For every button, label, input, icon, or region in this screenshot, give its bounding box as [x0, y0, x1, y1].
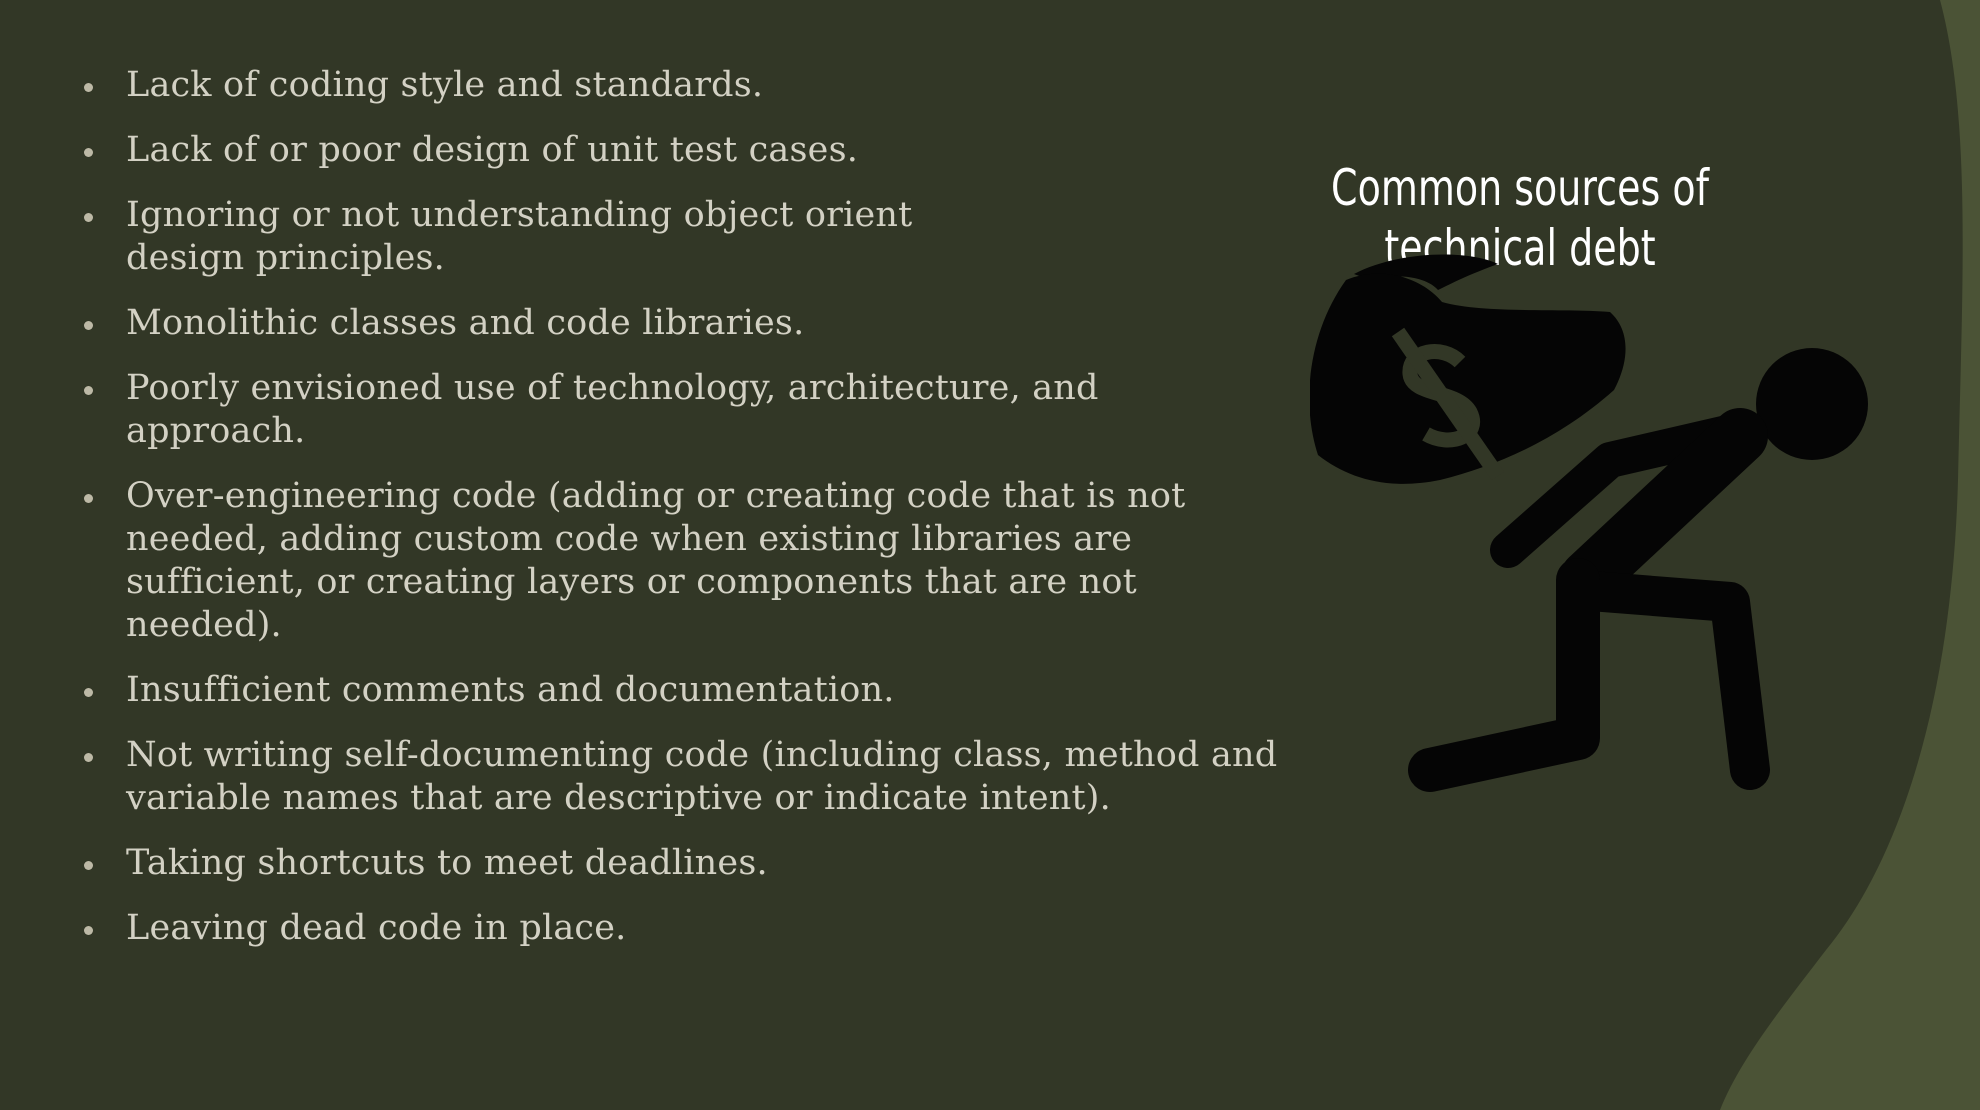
bullet-dot — [84, 753, 93, 762]
bullet-text: Lack of coding style and standards. — [126, 65, 764, 105]
bullet-dot — [84, 861, 93, 870]
bullet-text: Monolithic classes and code libraries. — [126, 303, 805, 343]
bullet-item: Leaving dead code in place. — [78, 907, 1278, 950]
bullet-item: Poorly envisioned use of technology, arc… — [78, 367, 1246, 453]
bullet-text: Leaving dead code in place. — [126, 908, 627, 948]
bullet-dot — [84, 494, 93, 503]
torso — [1560, 408, 1768, 606]
head — [1756, 348, 1868, 460]
bullet-dot — [84, 386, 93, 395]
bullet-text: Over-engineering code (adding or creatin… — [126, 476, 1186, 645]
money-bag-body — [1310, 273, 1626, 484]
bullet-text: Lack of or poor design of unit test case… — [126, 130, 859, 170]
dollar-sign-icon — [1391, 327, 1505, 481]
bullet-item: Not writing self-documenting code (inclu… — [78, 734, 1306, 820]
bullet-text: Taking shortcuts to meet deadlines. — [126, 843, 768, 883]
back-leg — [1408, 558, 1600, 792]
bullet-text: Not writing self-documenting code (inclu… — [126, 735, 1278, 818]
bullet-dot — [84, 688, 93, 697]
bullet-text: Insufficient comments and documentation. — [126, 670, 895, 710]
bullet-item: Over-engineering code (adding or creatin… — [78, 475, 1296, 647]
bullet-dot — [84, 83, 93, 92]
person-carrying-money-bag-icon — [1310, 254, 1868, 792]
bullet-dot — [84, 148, 93, 157]
money-bag-top — [1354, 254, 1498, 290]
bullet-item: Monolithic classes and code libraries. — [78, 302, 1278, 345]
bullet-list: Lack of coding style and standards. Lack… — [78, 64, 1278, 972]
bullet-item: Taking shortcuts to meet deadlines. — [78, 842, 1278, 885]
bullet-item: Lack of coding style and standards. — [78, 64, 1278, 107]
bullet-text: Poorly envisioned use of technology, arc… — [126, 368, 1099, 451]
bullet-item: Ignoring or not understanding object ori… — [78, 194, 1026, 280]
bullet-dot — [84, 926, 93, 935]
bullet-text: Ignoring or not understanding object ori… — [126, 195, 913, 278]
bullet-item: Insufficient comments and documentation. — [78, 669, 1278, 712]
front-leg — [1558, 570, 1770, 790]
bullet-item: Lack of or poor design of unit test case… — [78, 129, 1278, 172]
bullet-dot — [84, 321, 93, 330]
bullet-dot — [84, 213, 93, 222]
